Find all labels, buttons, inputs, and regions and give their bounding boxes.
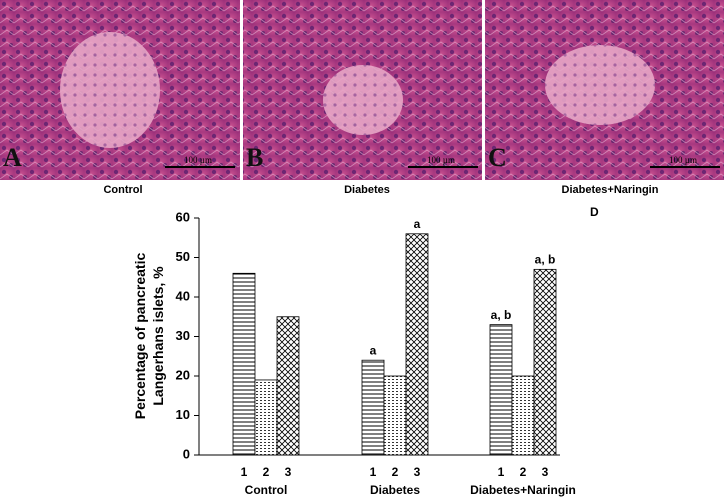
y-tick-label: 0 xyxy=(183,446,190,461)
y-axis-title: Percentage of pancreatic Langerhans islet… xyxy=(132,253,166,420)
y-tick-label: 50 xyxy=(176,249,190,264)
x-tick-label: Diabetes xyxy=(370,483,420,497)
bar xyxy=(361,359,385,456)
scale-label: 100 µm xyxy=(669,155,697,165)
bar-number: 3 xyxy=(414,465,421,479)
bar-number: 1 xyxy=(498,465,505,479)
bar xyxy=(533,268,557,456)
bar xyxy=(276,316,300,456)
bar-number: 3 xyxy=(285,465,292,479)
y-tick-label: 20 xyxy=(176,367,190,382)
bar-chart: D 0 10 20 30 40 50 60 Percentage of pancreatic La… xyxy=(132,205,599,497)
bar xyxy=(232,272,256,456)
panel-caption: Diabetes+Naringin xyxy=(562,184,659,196)
panel-letter: C xyxy=(488,143,507,172)
micrographs: A 100 µm Control B 100 µm Diabetes C 100 µm Diab… xyxy=(0,0,724,196)
islet xyxy=(323,65,403,135)
y-tick-label: 40 xyxy=(176,288,190,303)
bar xyxy=(254,379,278,456)
bar xyxy=(405,233,429,456)
panel-caption: Diabetes xyxy=(344,184,390,196)
x-tick-label: Diabetes+Naringin xyxy=(470,483,576,497)
y-axis-title-line: Percentage of pancreatic xyxy=(132,253,148,420)
y-tick-label: 10 xyxy=(176,407,190,422)
x-tick-label: Control xyxy=(245,483,288,497)
annotation: a xyxy=(414,217,421,231)
panel-letter: B xyxy=(246,143,263,172)
bar xyxy=(511,375,535,456)
scale-label: 100 µm xyxy=(427,155,455,165)
bar-number: 2 xyxy=(520,465,527,479)
panel-caption: Control xyxy=(103,184,142,196)
bar-number: 1 xyxy=(241,465,248,479)
bar-number: 2 xyxy=(392,465,399,479)
bar xyxy=(489,324,513,456)
y-tick-label: 30 xyxy=(176,328,190,343)
annotation: a xyxy=(370,343,377,357)
y-tick-label: 60 xyxy=(176,209,190,224)
scale-label: 100 µm xyxy=(184,155,212,165)
panel-letter: D xyxy=(590,205,599,219)
bar-number: 3 xyxy=(542,465,549,479)
islet xyxy=(60,32,160,148)
panel-letter: A xyxy=(3,143,22,172)
y-axis-title-line: Langerhans islets, % xyxy=(150,266,166,406)
bar-number: 2 xyxy=(263,465,270,479)
annotation: a, b xyxy=(491,308,512,322)
islet xyxy=(545,45,655,125)
bar-number: 1 xyxy=(370,465,377,479)
annotation: a, b xyxy=(535,253,556,267)
bar xyxy=(383,375,407,456)
